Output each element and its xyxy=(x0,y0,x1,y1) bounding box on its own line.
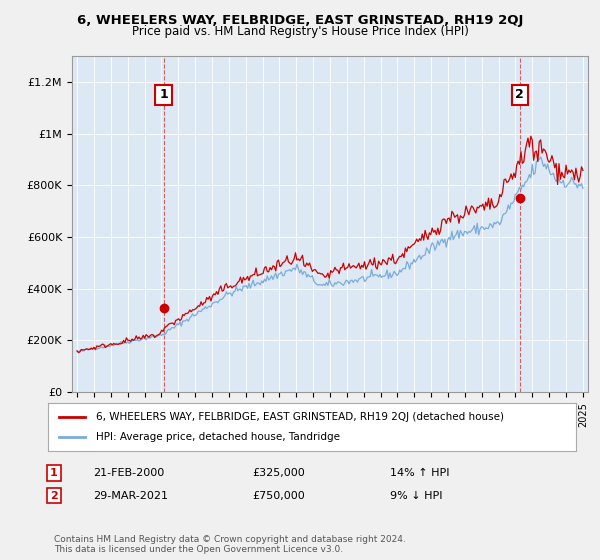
Text: £325,000: £325,000 xyxy=(252,468,305,478)
Text: 6, WHEELERS WAY, FELBRIDGE, EAST GRINSTEAD, RH19 2QJ: 6, WHEELERS WAY, FELBRIDGE, EAST GRINSTE… xyxy=(77,14,523,27)
Text: Price paid vs. HM Land Registry's House Price Index (HPI): Price paid vs. HM Land Registry's House … xyxy=(131,25,469,38)
Text: 29-MAR-2021: 29-MAR-2021 xyxy=(93,491,168,501)
Text: 2: 2 xyxy=(50,491,58,501)
Text: £750,000: £750,000 xyxy=(252,491,305,501)
Text: 9% ↓ HPI: 9% ↓ HPI xyxy=(390,491,443,501)
Text: 2: 2 xyxy=(515,88,524,101)
Text: 1: 1 xyxy=(159,88,168,101)
Text: 14% ↑ HPI: 14% ↑ HPI xyxy=(390,468,449,478)
Text: HPI: Average price, detached house, Tandridge: HPI: Average price, detached house, Tand… xyxy=(95,432,340,442)
Text: 21-FEB-2000: 21-FEB-2000 xyxy=(93,468,164,478)
Text: Contains HM Land Registry data © Crown copyright and database right 2024.
This d: Contains HM Land Registry data © Crown c… xyxy=(54,535,406,554)
Text: 6, WHEELERS WAY, FELBRIDGE, EAST GRINSTEAD, RH19 2QJ (detached house): 6, WHEELERS WAY, FELBRIDGE, EAST GRINSTE… xyxy=(95,412,503,422)
Text: 1: 1 xyxy=(50,468,58,478)
